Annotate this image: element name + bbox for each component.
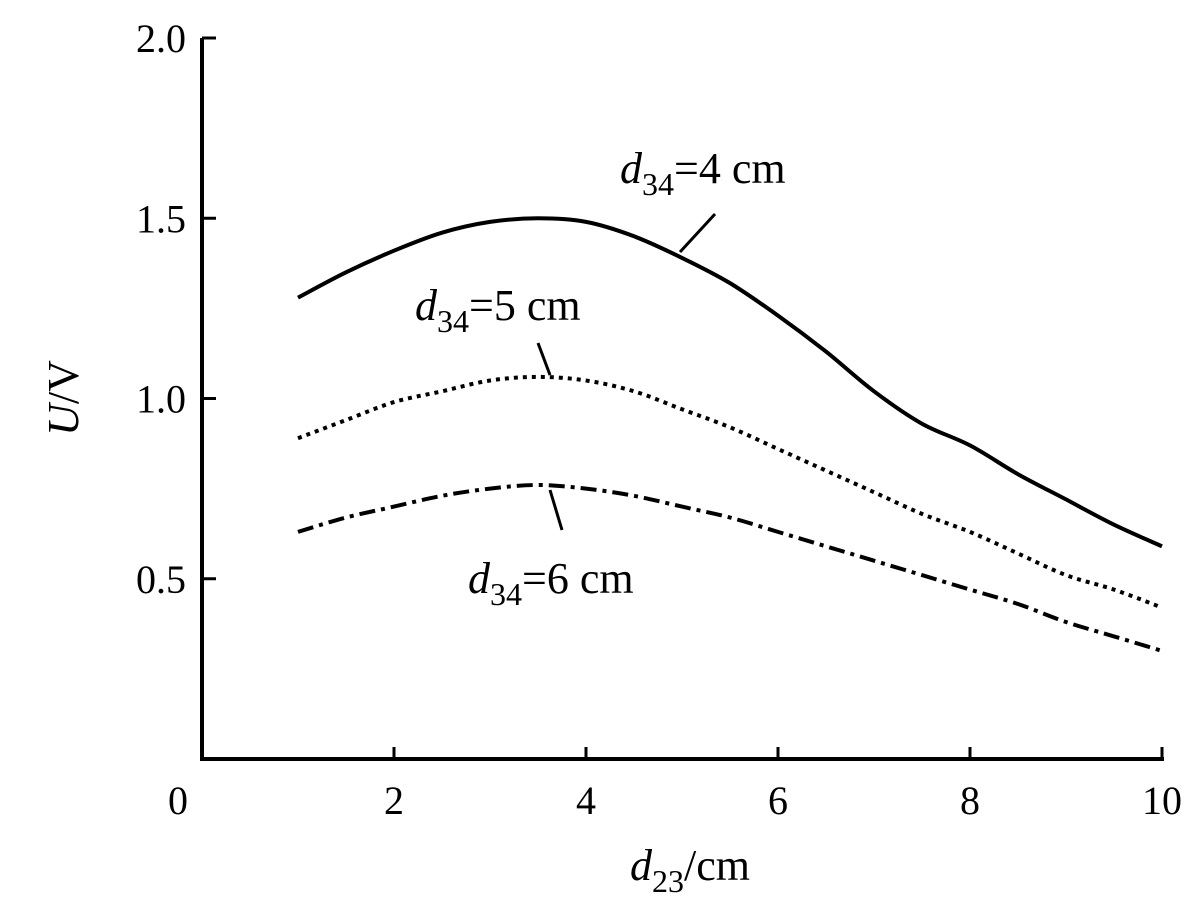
x-ticks: 0 2 4 6 8 10 [168,747,1182,823]
y-tick-label: 0.5 [136,557,186,602]
annotation-leader-3 [548,489,564,531]
y-tick-label: 1.0 [136,377,186,422]
annotation-leader-1 [678,212,717,254]
annotation-d34-6cm: d34=6 cm [468,554,634,612]
y-axis-label: U/V [39,360,88,436]
annotation-d34-4cm: d34=4 cm [620,144,786,202]
series-line-2 [297,374,1163,610]
x-tick-label: 8 [960,778,980,823]
x-tick-label: 0 [168,778,188,823]
series-layer [297,216,1163,653]
series-line-3 [297,482,1163,653]
y-tick-label: 2.0 [136,16,186,61]
x-tick-label: 2 [384,778,404,823]
annotation-d34-5cm: d34=5 cm [415,281,581,339]
y-tick-label: 1.5 [136,196,186,241]
annotation-leaders [536,212,717,531]
x-axis-label: d23/cm [630,841,750,899]
annotation-leader-2 [536,342,552,376]
x-tick-label: 4 [576,778,596,823]
y-ticks: 0.5 1.0 1.5 2.0 [136,16,216,602]
x-tick-label: 6 [768,778,788,823]
series-line-1 [297,216,1163,549]
x-tick-label: 10 [1142,778,1182,823]
